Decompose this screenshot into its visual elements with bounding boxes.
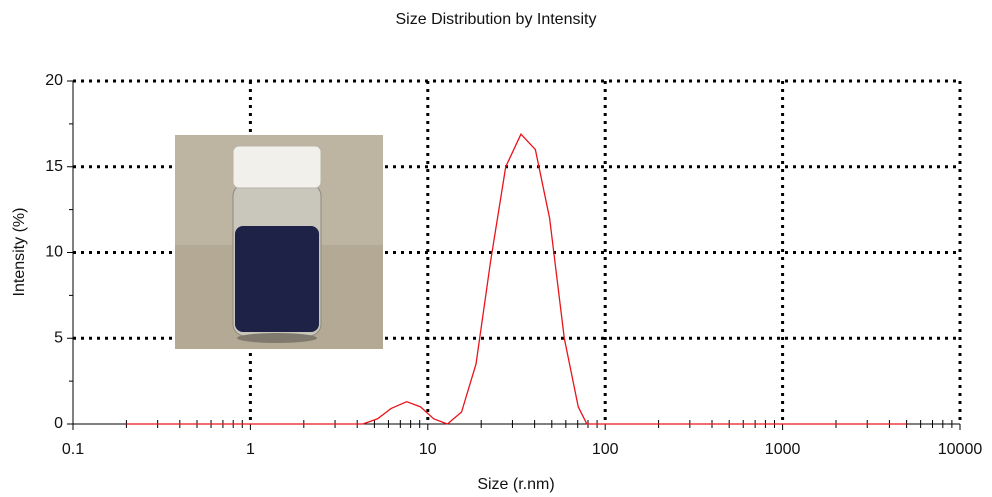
y-tick-label: 15 [45, 158, 63, 175]
vial-cap [232, 145, 322, 189]
data-line [126, 133, 907, 425]
x-tick-label: 1000 [765, 441, 801, 458]
x-tick-label: 100 [592, 441, 619, 458]
y-tick-label: 20 [45, 72, 63, 89]
x-tick-label: 10000 [938, 441, 983, 458]
y-tick-label: 5 [54, 329, 63, 346]
y-tick-label: 10 [45, 244, 63, 261]
y-axis-label: Intensity (%) [11, 208, 28, 297]
x-axis-label: Size (r.nm) [477, 476, 554, 493]
chart-title: Size Distribution by Intensity [396, 11, 597, 28]
x-tick-label: 10 [419, 441, 437, 458]
vial-shadow [237, 333, 317, 343]
x-tick-label: 0.1 [62, 441, 84, 458]
y-tick-label: 0 [54, 415, 63, 432]
vial-liquid [235, 226, 319, 332]
x-tick-label: 1 [246, 441, 255, 458]
vial-photo [175, 135, 383, 349]
